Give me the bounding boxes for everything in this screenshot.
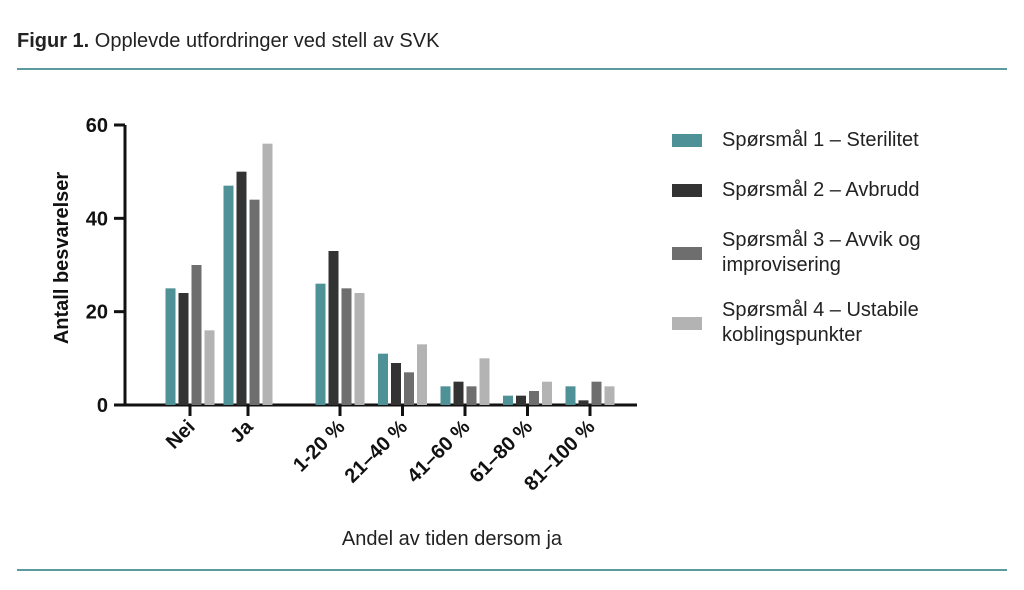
y-tick-label: 60 [86, 115, 108, 137]
bar [191, 265, 202, 405]
legend-label: Spørsmål 2 – Avbrudd [722, 179, 920, 201]
legend-item: Spørsmål 4 – Ustabile koblingspunkter [672, 298, 952, 348]
bar [604, 386, 615, 405]
bar [249, 199, 260, 405]
bar [341, 288, 352, 405]
x-tick-label: Nei [162, 416, 200, 454]
x-tick-label: Ja [226, 415, 258, 447]
figure-title: Figur 1. Opplevde utfordringer ved stell… [17, 30, 439, 53]
bar [404, 372, 414, 405]
legend-item: Spørsmål 2 – Avbrudd [672, 178, 952, 203]
bar [578, 400, 589, 405]
bar [236, 171, 247, 405]
bar [315, 283, 326, 405]
legend-swatch [672, 316, 702, 330]
bar [178, 293, 189, 405]
bar [391, 363, 401, 405]
bar [440, 386, 451, 405]
bar [591, 381, 602, 405]
bar [516, 395, 526, 405]
bar [165, 288, 176, 405]
x-tick-label: 1-20 % [289, 416, 350, 477]
legend-label: Spørsmål 1 – Sterilitet [722, 129, 919, 151]
top-rule [17, 68, 1007, 70]
legend-label: Spørsmål 4 – Ustabile koblingspunkter [722, 299, 919, 346]
bottom-rule [17, 569, 1007, 571]
bar [204, 330, 215, 405]
bar [378, 353, 388, 405]
figure-label: Figur 1. [17, 30, 90, 52]
bar [565, 386, 576, 405]
legend-swatch [672, 184, 702, 197]
legend-swatch [672, 134, 702, 147]
bar [453, 381, 464, 405]
y-tick-label: 20 [86, 302, 108, 324]
bar [223, 185, 234, 405]
x-tick-label: 41–60 % [403, 416, 475, 488]
bar [466, 386, 477, 405]
chart-title: Opplevde utfordringer ved stell av SVK [94, 30, 440, 52]
bar [328, 251, 339, 405]
bar [503, 395, 513, 405]
y-tick-label: 40 [86, 208, 108, 230]
legend-item: Spørsmål 3 – Avvik og improvisering [672, 228, 952, 278]
bar [529, 391, 539, 405]
bar [262, 143, 273, 405]
x-tick-label: 21–40 % [341, 416, 413, 488]
legend-item: Spørsmål 1 – Sterilitet [672, 128, 952, 153]
x-axis-title: Andel av tiden dersom ja [342, 528, 563, 550]
bar [479, 358, 490, 405]
legend-swatch [672, 246, 702, 260]
y-axis-title: Antall besvarelser [51, 172, 73, 345]
bar [417, 344, 427, 405]
bar [542, 381, 552, 405]
legend-label: Spørsmål 3 – Avvik og improvisering [722, 229, 921, 276]
bar [354, 293, 365, 405]
y-tick-label: 0 [97, 395, 108, 417]
